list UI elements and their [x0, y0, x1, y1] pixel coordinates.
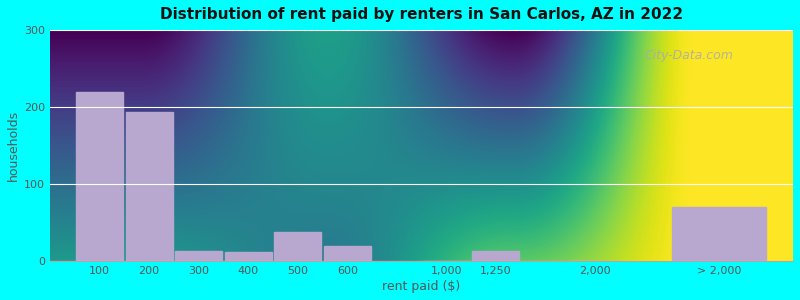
- Y-axis label: households: households: [7, 110, 20, 181]
- Bar: [225, 252, 272, 261]
- Bar: [672, 207, 766, 261]
- Bar: [175, 251, 222, 261]
- Text: City-Data.com: City-Data.com: [645, 49, 734, 62]
- Bar: [76, 92, 123, 261]
- Bar: [126, 112, 173, 261]
- X-axis label: rent paid ($): rent paid ($): [382, 280, 461, 293]
- Bar: [274, 232, 322, 261]
- Bar: [472, 251, 519, 261]
- Bar: [324, 246, 371, 261]
- Title: Distribution of rent paid by renters in San Carlos, AZ in 2022: Distribution of rent paid by renters in …: [160, 7, 683, 22]
